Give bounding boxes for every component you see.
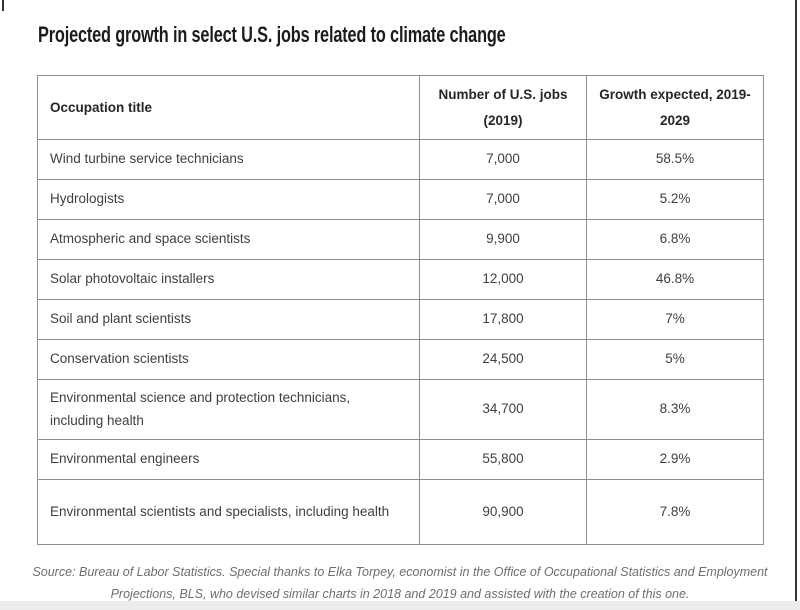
table-row: Atmospheric and space scientists 9,900 6… (37, 219, 764, 260)
jobs-cell: 34,700 (419, 379, 587, 440)
table-row: Hydrologists 7,000 5.2% (37, 179, 764, 220)
jobs-growth-table: Occupation title Number of U.S. jobs (20… (37, 75, 764, 545)
table-row: Environmental scientists and specialists… (37, 479, 764, 545)
table-row: Solar photovoltaic installers 12,000 46.… (37, 259, 764, 300)
table-header-row: Occupation title Number of U.S. jobs (20… (37, 75, 764, 140)
growth-cell: 8.3% (586, 379, 764, 440)
jobs-cell: 9,900 (419, 219, 587, 260)
growth-cell: 7% (586, 299, 764, 340)
growth-cell: 5% (586, 339, 764, 380)
growth-cell: 46.8% (586, 259, 764, 300)
occupation-cell: Hydrologists (37, 179, 420, 220)
occupation-cell: Wind turbine service technicians (37, 139, 420, 180)
occupation-cell: Environmental engineers (37, 439, 420, 480)
screenshot-right-edge-line (795, 0, 797, 601)
table-row: Environmental science and protection tec… (37, 379, 764, 440)
growth-cell: 2.9% (586, 439, 764, 480)
occupation-cell: Solar photovoltaic installers (37, 259, 420, 300)
jobs-cell: 7,000 (419, 179, 587, 220)
column-header-growth: Growth expected, 2019- 2029 (586, 75, 764, 140)
jobs-cell: 24,500 (419, 339, 587, 380)
page-title: Projected growth in select U.S. jobs rel… (38, 22, 506, 47)
screenshot-bottom-strip (0, 601, 800, 610)
growth-cell: 5.2% (586, 179, 764, 220)
column-header-jobs: Number of U.S. jobs (2019) (419, 75, 587, 140)
jobs-cell: 55,800 (419, 439, 587, 480)
occupation-cell: Atmospheric and space scientists (37, 219, 420, 260)
growth-cell: 58.5% (586, 139, 764, 180)
occupation-cell: Environmental scientists and specialists… (37, 479, 420, 545)
column-header-occupation: Occupation title (37, 75, 420, 140)
screenshot-topleft-edge-tick (2, 0, 4, 11)
jobs-cell: 12,000 (419, 259, 587, 300)
table-row: Wind turbine service technicians 7,000 5… (37, 139, 764, 180)
jobs-cell: 7,000 (419, 139, 587, 180)
jobs-cell: 17,800 (419, 299, 587, 340)
occupation-cell: Environmental science and protection tec… (37, 379, 420, 440)
occupation-cell: Soil and plant scientists (37, 299, 420, 340)
table-row: Conservation scientists 24,500 5% (37, 339, 764, 380)
table-row: Soil and plant scientists 17,800 7% (37, 299, 764, 340)
occupation-cell: Conservation scientists (37, 339, 420, 380)
jobs-cell: 90,900 (419, 479, 587, 545)
growth-cell: 7.8% (586, 479, 764, 545)
source-note: Source: Bureau of Labor Statistics. Spec… (32, 565, 768, 601)
growth-cell: 6.8% (586, 219, 764, 260)
table-row: Environmental engineers 55,800 2.9% (37, 439, 764, 480)
